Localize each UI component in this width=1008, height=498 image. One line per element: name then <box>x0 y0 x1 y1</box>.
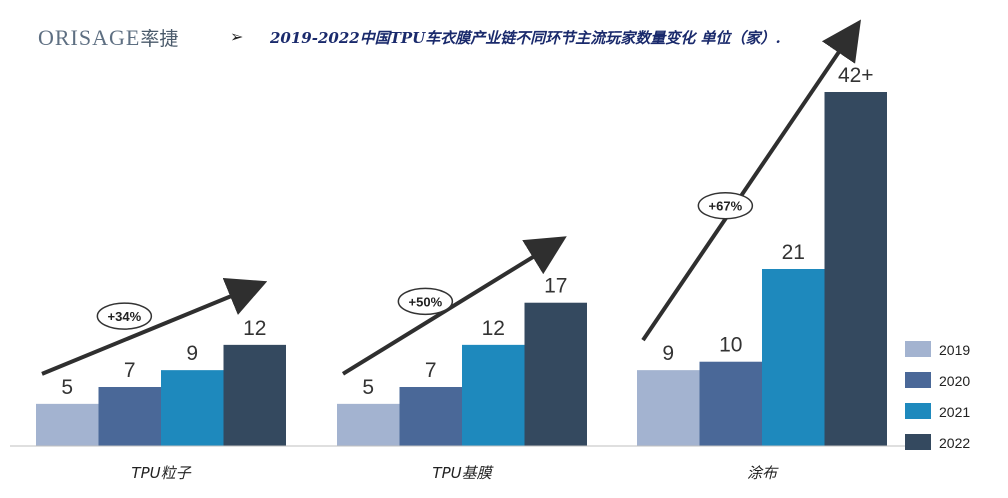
bar-2021-0 <box>161 370 224 446</box>
chart-title: 2019-2022中国TPU车衣膜产业链不同环节主流玩家数量变化 单位（家）. <box>270 29 781 47</box>
data-label-2019-0: 5 <box>61 376 73 399</box>
data-label-2021-2: 21 <box>782 241 805 264</box>
x-tick-label-0: TPU粒子 <box>131 464 191 482</box>
x-tick-label-1: TPU基膜 <box>432 464 494 482</box>
growth-arrow-2 <box>641 19 861 342</box>
data-label-2020-1: 7 <box>425 359 437 382</box>
data-label-2019-2: 9 <box>662 342 674 365</box>
legend-label-2019: 2019 <box>939 342 970 358</box>
bar-2020-1 <box>399 387 462 446</box>
brand-logo: ORISAGE率捷 <box>38 24 178 51</box>
growth-badge-label-2: +67% <box>709 199 743 214</box>
bar-2019-0 <box>36 403 99 446</box>
legend-swatch-2019 <box>905 341 931 357</box>
data-label-2022-0: 12 <box>243 317 266 340</box>
data-label-2019-1: 5 <box>362 376 374 399</box>
logo-latin: ORISAGE <box>38 25 141 50</box>
data-label-2021-1: 12 <box>482 317 505 340</box>
x-tick-label-2: 涂布 <box>747 464 779 482</box>
data-label-2022-2: 42+ <box>838 64 874 87</box>
data-label-2021-0: 9 <box>186 342 198 365</box>
growth-badge-label-0: +34% <box>108 309 142 324</box>
data-label-2020-0: 7 <box>124 359 136 382</box>
growth-badge-label-1: +50% <box>409 294 443 309</box>
legend-swatch-2022 <box>905 434 931 450</box>
legend-swatch-2020 <box>905 372 931 388</box>
bar-2020-2 <box>699 361 762 446</box>
legend-label-2022: 2022 <box>939 435 970 451</box>
bar-2021-2 <box>762 269 825 446</box>
growth-badge-1 <box>397 287 454 316</box>
title-bullet-icon: ➢ <box>230 29 244 46</box>
growth-arrow-0 <box>41 277 268 376</box>
data-label-2020-2: 10 <box>719 334 742 357</box>
bar-2022-2 <box>824 92 887 446</box>
bar-2022-1 <box>524 302 587 446</box>
logo-cn: 率捷 <box>140 28 179 50</box>
bar-2020-0 <box>98 387 161 446</box>
data-label-2022-1: 17 <box>544 275 567 298</box>
legend-swatch-2021 <box>905 403 931 419</box>
bar-2019-2 <box>637 370 700 446</box>
legend-label-2021: 2021 <box>939 404 970 420</box>
growth-badge-0 <box>96 302 153 330</box>
bar-2019-1 <box>337 403 400 446</box>
legend-label-2020: 2020 <box>939 373 970 389</box>
bar-2022-0 <box>223 344 286 446</box>
bar-2021-1 <box>462 344 525 446</box>
growth-badge-2 <box>697 191 754 220</box>
